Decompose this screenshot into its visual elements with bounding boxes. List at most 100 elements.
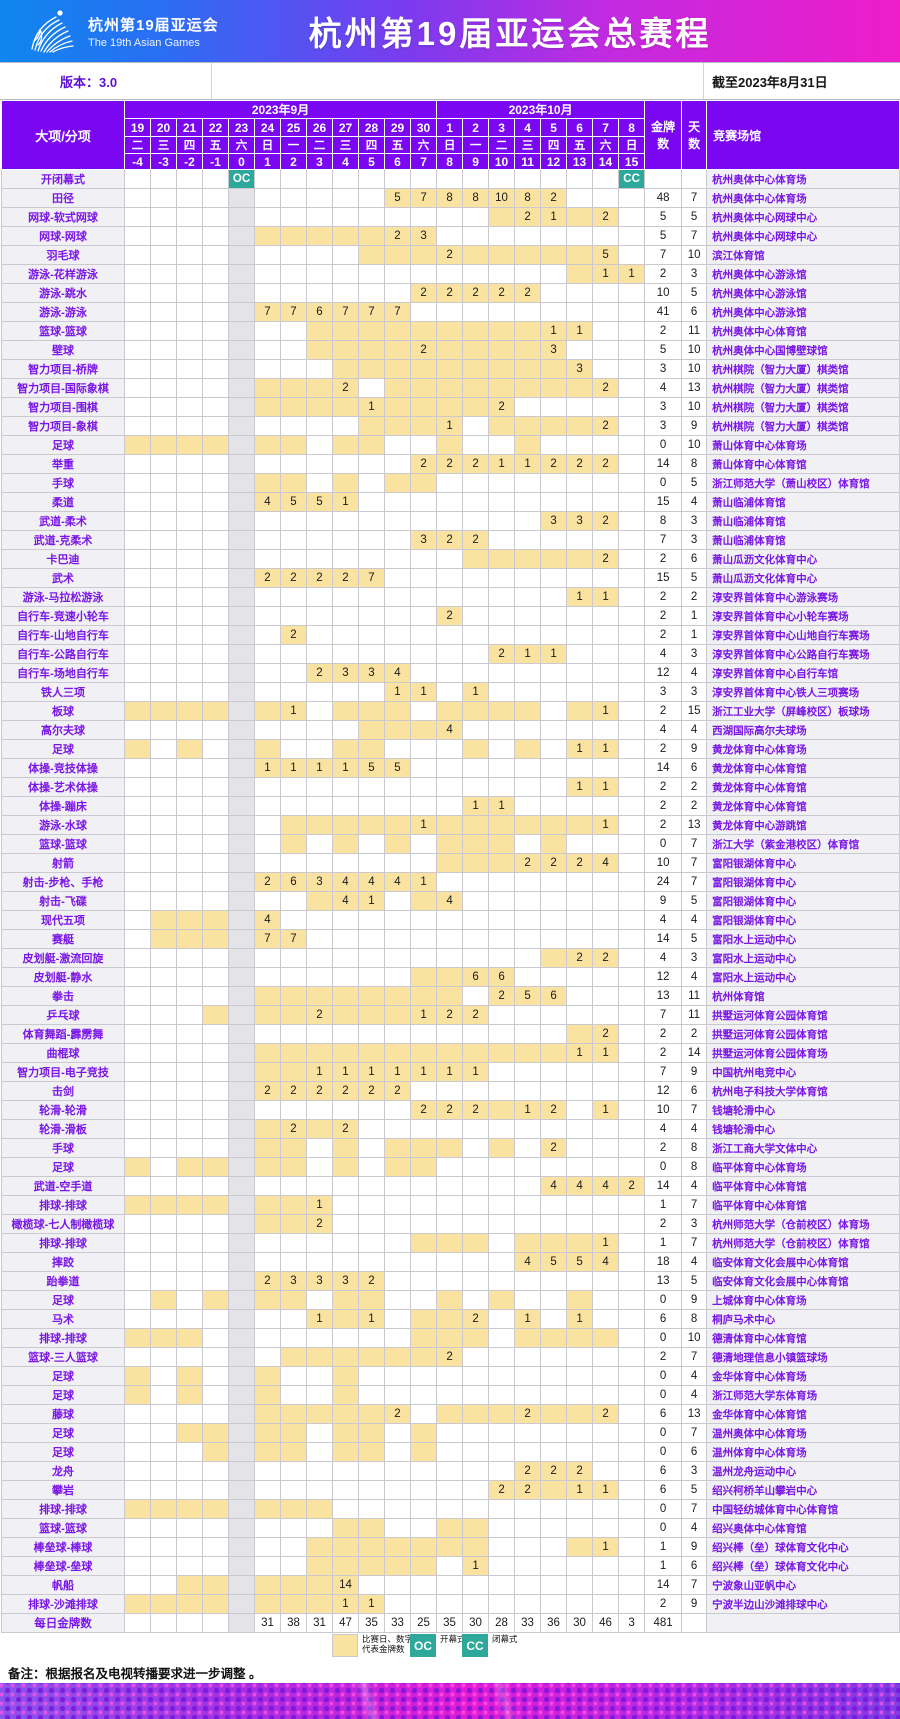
day-cell: 2 [332,1119,359,1139]
days-count: 7 [681,872,708,892]
month-label: 2023年10月 [436,100,646,119]
sport-row: 棒垒球-棒球 1 1 9 绍兴棒（垒）球体育文化中心 [1,1537,900,1557]
day-cell [358,245,385,265]
venue: 温州龙舟运动中心 [706,1461,900,1481]
sport-label: 智力项目-象棋 [1,416,125,436]
day-cell [488,1043,516,1063]
sport-row: 自行车-山地自行车 2 2 1 淳安界首体育中心山地自行车赛场 [1,625,900,645]
day-cell [254,587,281,607]
day-cell [202,1005,229,1025]
day-cell [124,720,151,740]
day-cell [280,397,307,417]
day-cell [280,1594,307,1614]
day-cell [306,720,333,740]
day-cell [176,1461,203,1481]
day-cell [540,1537,568,1557]
day-cell [202,226,229,246]
day-cell [332,587,359,607]
day-cell [384,986,411,1006]
day-cell [254,682,281,702]
day-cell [176,378,203,398]
day-cell [280,739,307,759]
day-cell [202,1062,229,1082]
sport-label: 体操-竞技体操 [1,758,125,778]
sport-label: 游泳-游泳 [1,302,125,322]
day-cell [436,359,464,379]
venue: 德清体育中心体育馆 [706,1328,900,1348]
sport-label: 足球 [1,1442,125,1462]
day-cell [332,739,359,759]
venue: 杭州奥体中心体育场 [706,169,900,189]
day-cell: 2 [488,1480,516,1500]
day-cell [150,701,177,721]
day-cell [150,1461,177,1481]
day-cell [540,587,568,607]
day-cell [176,492,203,512]
day-cell: 2 [462,530,490,550]
day-cell [592,530,620,550]
day-cell [280,1499,307,1519]
day-cell [436,1461,464,1481]
day-cell [514,1366,542,1386]
day-cell [514,910,542,930]
day-cell [202,1328,229,1348]
day-cell [124,226,151,246]
day-cell [566,1556,594,1576]
venue: 西湖国际高尔夫球场 [706,720,900,740]
day-cell [176,1252,203,1272]
day-cell [384,1328,411,1348]
day-cell [436,1119,464,1139]
days-count: 9 [681,1537,708,1557]
day-cell: 1 [488,454,516,474]
day-cell [618,853,646,873]
sport-label: 网球-网球 [1,226,125,246]
day-cell [514,1119,542,1139]
day-cell [280,1518,307,1538]
day-cell [566,1575,594,1595]
day-cell [488,340,516,360]
day-cell [176,511,203,531]
gold-count: 9 [644,891,683,911]
venue: 金华体育中心体育场 [706,1366,900,1386]
day-cell [228,1176,255,1196]
day-cell [124,1556,151,1576]
sport-row: 柔道 4 5 5 1 15 4 萧山临浦体育馆 [1,492,900,512]
day-cell [306,587,333,607]
day-cell [202,1195,229,1215]
sport-row: 篮球-三人篮球 2 2 7 德清地理信息小镇篮球场 [1,1347,900,1367]
day-cell [254,815,281,835]
day-cell [566,435,594,455]
day-cell [488,1461,516,1481]
day-cell: 1 [592,1480,620,1500]
day-cell [150,815,177,835]
weekday-row-cell: 六 [228,136,255,154]
legend-cc-box: CC [462,1634,488,1657]
day-cell [358,492,385,512]
day-cell: 1 [358,1594,385,1614]
venue: 杭州奥体中心体育馆 [706,321,900,341]
day-cell: 1 [462,682,490,702]
day-cell [306,435,333,455]
weekday-row-cell: 四 [540,136,568,154]
day-cell [150,283,177,303]
day-cell [228,1157,255,1177]
day-cell [384,416,411,436]
day-cell [514,492,542,512]
sport-row: 击剑 2 2 2 2 2 2 12 6 杭州电子科技大学体育馆 [1,1081,900,1101]
day-cell [124,1233,151,1253]
day-cell [150,1157,177,1177]
day-cell [228,1499,255,1519]
day-cell: 3 [540,340,568,360]
day-cell [280,416,307,436]
venue: 桐庐马术中心 [706,1309,900,1329]
day-cell [280,1537,307,1557]
day-cell [332,1252,359,1272]
venue: 钱塘轮滑中心 [706,1100,900,1120]
legend-competition-label: 比赛日、数字代表金牌数 [362,1634,414,1654]
day-cell [150,758,177,778]
day-cell [566,1157,594,1177]
sport-row: 智力项目-电子竞技 1 1 1 1 1 1 1 7 9 中国杭州电竞中心 [1,1062,900,1082]
day-cell [566,1328,594,1348]
day-cell [436,872,464,892]
day-cell [409,1404,438,1424]
